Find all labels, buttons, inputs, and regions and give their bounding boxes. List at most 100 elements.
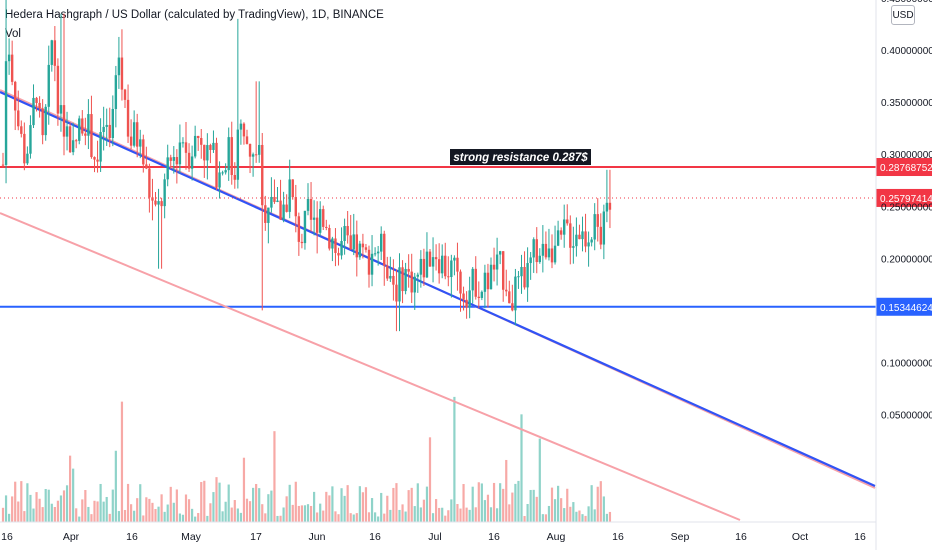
volume-bar [395, 483, 398, 522]
x-tick-label: May [181, 531, 202, 543]
volume-bar [511, 492, 514, 522]
volume-bar [209, 503, 212, 522]
volume-bar [297, 505, 300, 522]
volume-bar [557, 485, 560, 522]
candle-body [328, 228, 331, 249]
candle-body [492, 264, 496, 270]
candle-body [90, 114, 93, 158]
candle-body [419, 258, 423, 275]
volume-bar [325, 491, 328, 522]
volume-bar [145, 497, 148, 522]
candle-body [87, 114, 90, 136]
volume-bar [489, 507, 493, 522]
volume-bar [566, 488, 569, 522]
candle-body [364, 247, 368, 250]
candle-body [599, 226, 602, 245]
candle-body [93, 157, 96, 160]
candle-body [78, 118, 81, 141]
volume-bar [425, 486, 429, 522]
candle-body [209, 145, 212, 150]
candle-body [261, 144, 264, 206]
volume-bar [255, 483, 258, 522]
y-tick-label: 0.10000000 [881, 358, 932, 369]
candle-body [126, 99, 130, 137]
candle-body [111, 108, 114, 138]
candle-body [474, 268, 477, 297]
candle-body [386, 265, 389, 279]
volume-bar [29, 494, 32, 522]
candle-body [148, 168, 151, 198]
candle-body [517, 276, 520, 278]
volume-bar [212, 492, 215, 522]
volume-bar [75, 508, 78, 522]
candle-body [535, 239, 538, 263]
candle-body [7, 54, 11, 62]
candle-body [1, 164, 5, 166]
candle-body [279, 200, 282, 220]
volume-bar [328, 495, 331, 522]
candle-body [276, 200, 279, 202]
candle-body [398, 267, 401, 302]
volume-bar [35, 492, 38, 522]
volume-bar [252, 487, 255, 522]
candle-body [84, 133, 87, 136]
candle-body [404, 268, 407, 292]
candle-body [294, 197, 297, 217]
volume-bar [300, 505, 303, 522]
volume-bar [41, 507, 44, 522]
volume-bar [157, 506, 160, 522]
volume-bar [285, 496, 288, 522]
volume-bar [133, 510, 136, 522]
candle-body [139, 139, 142, 147]
volume-bar [233, 500, 236, 522]
candle-body [602, 211, 606, 245]
candle-body [108, 124, 111, 138]
volume-bar [191, 508, 194, 522]
volume-bar [584, 515, 587, 522]
volume-bar [520, 414, 523, 522]
x-tick-label: 16 [369, 531, 381, 543]
candle-body [401, 267, 404, 292]
volume-bar [380, 492, 383, 522]
candle-body [373, 253, 377, 255]
volume-bar [178, 513, 181, 522]
volume-bar [541, 514, 544, 522]
volume-bar [194, 516, 197, 522]
volume-bar [93, 500, 96, 522]
x-tick-label: Aug [547, 531, 566, 543]
volume-bar [47, 489, 50, 522]
volume-bar [477, 482, 480, 522]
candle-body [523, 266, 526, 288]
volume-bar [496, 508, 499, 522]
volume-bar [282, 507, 285, 522]
x-tick-label: 17 [250, 531, 262, 543]
volume-bar [32, 508, 35, 522]
volume-bar [465, 507, 468, 522]
candle-body [444, 255, 447, 277]
candle-body [319, 209, 322, 233]
channel-lower-line [0, 212, 741, 521]
candle-body [529, 257, 532, 264]
volume-bar [1, 507, 5, 522]
drawn-lines [0, 89, 876, 521]
volume-bar [187, 499, 191, 522]
volume-bar [84, 490, 87, 522]
volume-bar [99, 483, 102, 522]
volume-bar [102, 501, 105, 522]
candle-body [190, 156, 194, 169]
volume-bar [105, 496, 108, 522]
candle-body [590, 239, 593, 243]
currency-button[interactable]: USD [891, 5, 915, 25]
volume-bar [78, 516, 81, 522]
volume-bar [38, 498, 41, 522]
candle-body [71, 140, 75, 153]
candle-body [62, 105, 66, 137]
candle-body [65, 126, 69, 137]
candle-body [114, 75, 118, 109]
candle-body [489, 264, 493, 290]
candle-body [450, 260, 453, 278]
volume-bar [401, 504, 404, 522]
candle-body [343, 226, 346, 241]
